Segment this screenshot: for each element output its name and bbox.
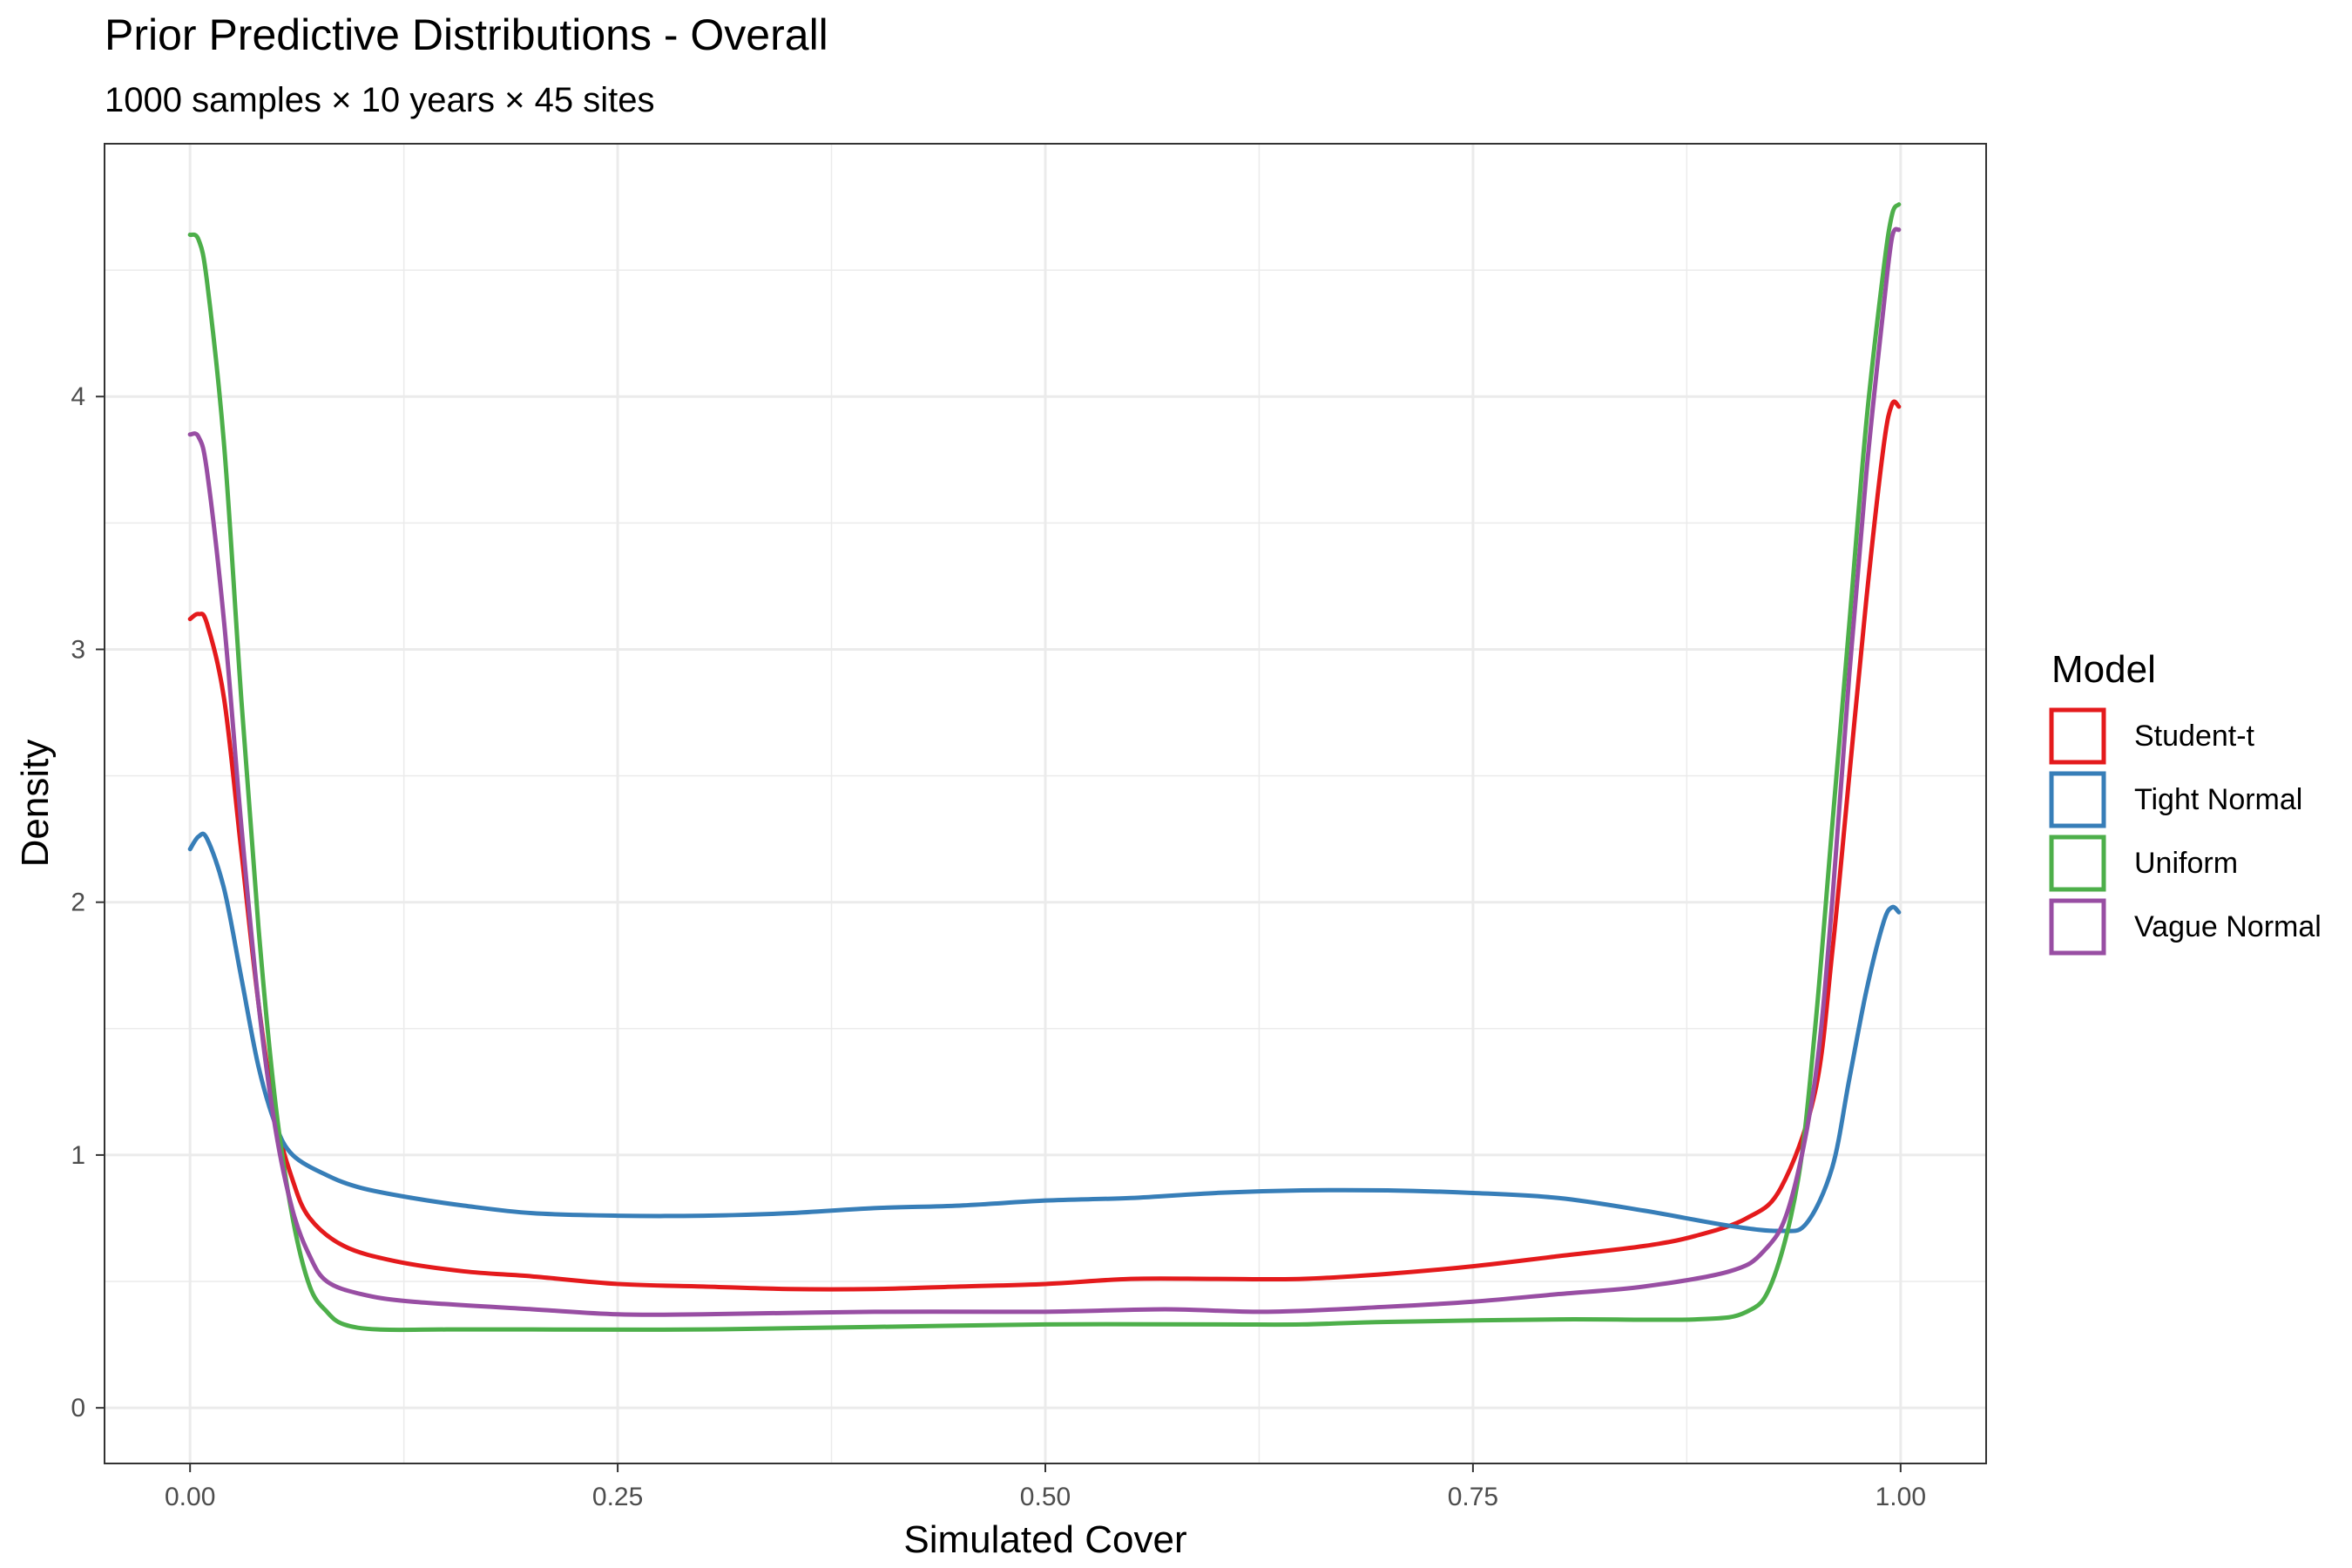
x-tick-label: 0.25 xyxy=(592,1483,643,1511)
legend-key-tight-normal xyxy=(2049,771,2106,828)
legend-key-vague-normal xyxy=(2049,898,2106,956)
x-tick-label: 0.50 xyxy=(1020,1483,1071,1511)
y-tick-label: 2 xyxy=(71,889,85,917)
x-tick-label: 0.00 xyxy=(165,1483,215,1511)
legend-key-student-t xyxy=(2049,707,2106,765)
legend-key-uniform xyxy=(2049,835,2106,892)
x-tick-label: 1.00 xyxy=(1876,1483,1926,1511)
y-tick-label: 3 xyxy=(71,635,85,664)
x-axis: 0.00 0.25 0.50 0.75 1.00 xyxy=(165,1463,1926,1511)
legend-label-vague-normal: Vague Normal xyxy=(2134,910,2322,943)
chart-title: Prior Predictive Distributions - Overall xyxy=(105,10,828,59)
x-tick-label: 0.75 xyxy=(1448,1483,1498,1511)
legend-label-tight-normal: Tight Normal xyxy=(2134,783,2302,816)
series-line-vague-normal xyxy=(187,226,1902,1317)
y-axis-label: Density xyxy=(14,740,57,868)
legend-label-uniform: Uniform xyxy=(2134,847,2238,880)
series-layer xyxy=(187,202,1902,1333)
y-tick-label: 4 xyxy=(71,382,85,411)
series-line-uniform xyxy=(187,202,1902,1333)
y-tick-label: 0 xyxy=(71,1394,85,1423)
grid-major xyxy=(105,144,1986,1463)
legend-label-student-t: Student-t xyxy=(2134,720,2255,753)
legend: Model Student-t Tight Normal Uniform Vague … xyxy=(2049,648,2322,956)
y-tick-label: 1 xyxy=(71,1141,85,1170)
y-axis: 0 1 2 3 4 xyxy=(71,382,105,1423)
chart-subtitle: 1000 samples × 10 years × 45 sites xyxy=(105,81,654,119)
x-axis-label: Simulated Cover xyxy=(903,1518,1186,1561)
legend-title: Model xyxy=(2051,648,2156,691)
